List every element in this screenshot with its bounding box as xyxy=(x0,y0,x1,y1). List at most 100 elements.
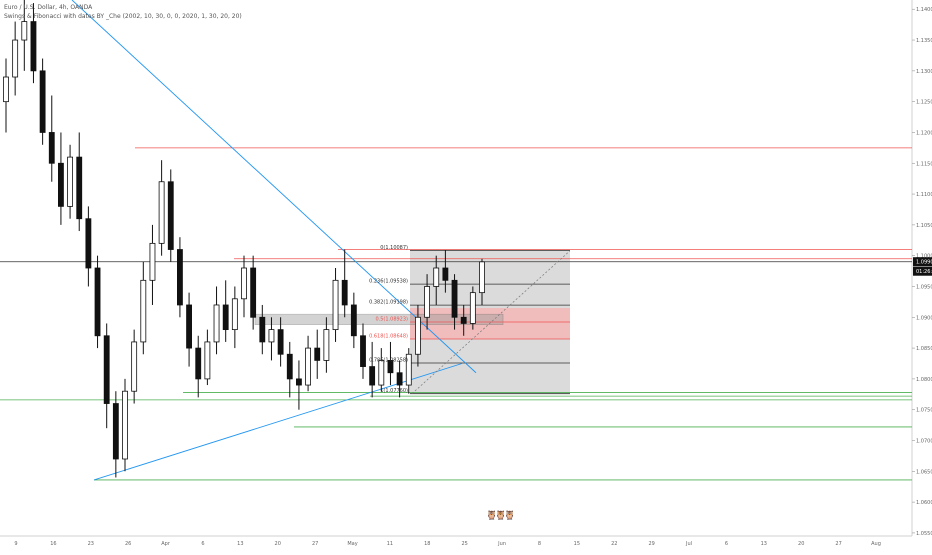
candle-body xyxy=(76,156,83,220)
candle xyxy=(30,3,37,84)
x-tick-label: 18 xyxy=(424,541,430,547)
candle-body xyxy=(186,304,192,349)
candle xyxy=(250,255,257,330)
candle xyxy=(186,292,192,367)
candle xyxy=(195,335,202,398)
candle xyxy=(103,323,110,429)
candle-body xyxy=(323,329,330,361)
fib-level-label: 0.382(1.09198) xyxy=(369,300,408,306)
fib-level-label: 0(1.10087) xyxy=(380,245,408,251)
candle xyxy=(177,237,183,318)
candle-body xyxy=(286,353,293,380)
candle xyxy=(21,0,28,71)
candle xyxy=(3,58,9,133)
x-tick-label: May xyxy=(347,541,357,547)
candle-body xyxy=(277,329,284,355)
candle-body xyxy=(195,347,202,380)
x-tick-label: 27 xyxy=(312,541,318,547)
candle xyxy=(341,249,348,318)
x-tick-label: 16 xyxy=(50,541,56,547)
candle-body xyxy=(405,353,412,386)
fib-level-label: 0.618(1.08648) xyxy=(369,333,408,339)
candle xyxy=(268,317,275,361)
x-tick-label: 23 xyxy=(88,541,94,547)
countdown-label: 01:26:38 xyxy=(916,269,932,275)
y-tick-label: 1.10000 xyxy=(916,254,932,260)
candle-body xyxy=(460,316,467,324)
candle-body xyxy=(241,267,247,300)
candle-body xyxy=(296,378,302,386)
candle-body xyxy=(250,267,257,318)
y-tick-label: 1.08000 xyxy=(916,377,932,383)
y-tick-label: 1.09500 xyxy=(916,284,932,290)
candle xyxy=(433,255,440,305)
candle-body xyxy=(396,372,403,386)
candle xyxy=(213,286,220,355)
symbol-legend[interactable]: Euro / U.S. Dollar, 4h, OANDA xyxy=(4,4,93,11)
candle xyxy=(332,268,339,342)
candle-body xyxy=(140,279,147,343)
candle-body xyxy=(268,329,275,343)
candle xyxy=(415,304,421,367)
candle-body xyxy=(177,249,183,306)
candle-body xyxy=(415,316,421,355)
candle-body xyxy=(58,162,64,207)
candle xyxy=(405,348,412,394)
emoji-annotation[interactable]: 🦉🦉🦉 xyxy=(486,510,516,520)
candle-body xyxy=(167,181,174,250)
candle-body xyxy=(433,267,440,287)
x-tick-label: 27 xyxy=(835,541,841,547)
candle xyxy=(378,348,385,392)
candle xyxy=(277,317,284,367)
candle xyxy=(259,304,266,355)
candle-body xyxy=(332,279,339,331)
y-tick-label: 1.11000 xyxy=(916,192,932,198)
countdown-tag xyxy=(913,266,932,276)
x-tick-label: 6 xyxy=(725,541,728,547)
candle xyxy=(479,258,485,305)
candle-body xyxy=(30,21,37,72)
candle xyxy=(48,95,55,182)
candle xyxy=(369,341,376,398)
candle xyxy=(296,360,302,410)
candle-body xyxy=(213,304,220,343)
candle xyxy=(122,378,128,472)
candle xyxy=(12,21,19,96)
candle xyxy=(58,132,64,225)
candle-body xyxy=(369,366,376,386)
y-tick-label: 1.10500 xyxy=(916,223,932,229)
candle-body xyxy=(259,316,266,343)
y-tick-label: 1.05500 xyxy=(916,531,932,537)
descending-trendline xyxy=(71,0,477,374)
candle-body xyxy=(131,341,138,392)
candle xyxy=(396,360,403,398)
candle-body xyxy=(222,304,229,331)
fib-level-label: 0.5(1.08923) xyxy=(375,317,408,323)
candle-body xyxy=(350,304,357,337)
candle xyxy=(286,341,293,398)
indicator-legend[interactable]: Swings & Fibonacci with dates BY _Che (2… xyxy=(4,13,242,20)
candle xyxy=(222,280,229,342)
candle xyxy=(305,335,311,392)
candle-body xyxy=(85,218,92,269)
candle-body xyxy=(314,347,321,361)
candle xyxy=(140,261,147,355)
candle xyxy=(424,274,430,330)
x-tick-label: 13 xyxy=(237,541,243,547)
price-tag xyxy=(913,257,932,267)
candle xyxy=(112,391,119,478)
candle xyxy=(241,255,247,318)
candle-body xyxy=(387,360,394,374)
candle-body xyxy=(479,261,485,294)
candle xyxy=(85,206,92,287)
candle xyxy=(94,255,101,349)
y-tick-label: 1.12000 xyxy=(916,130,932,136)
candle xyxy=(231,286,238,349)
candle-body xyxy=(305,347,311,386)
candle-body xyxy=(424,286,430,318)
candle-body xyxy=(48,132,55,164)
x-tick-label: Jul xyxy=(685,541,692,547)
y-tick-label: 1.12500 xyxy=(916,100,932,106)
